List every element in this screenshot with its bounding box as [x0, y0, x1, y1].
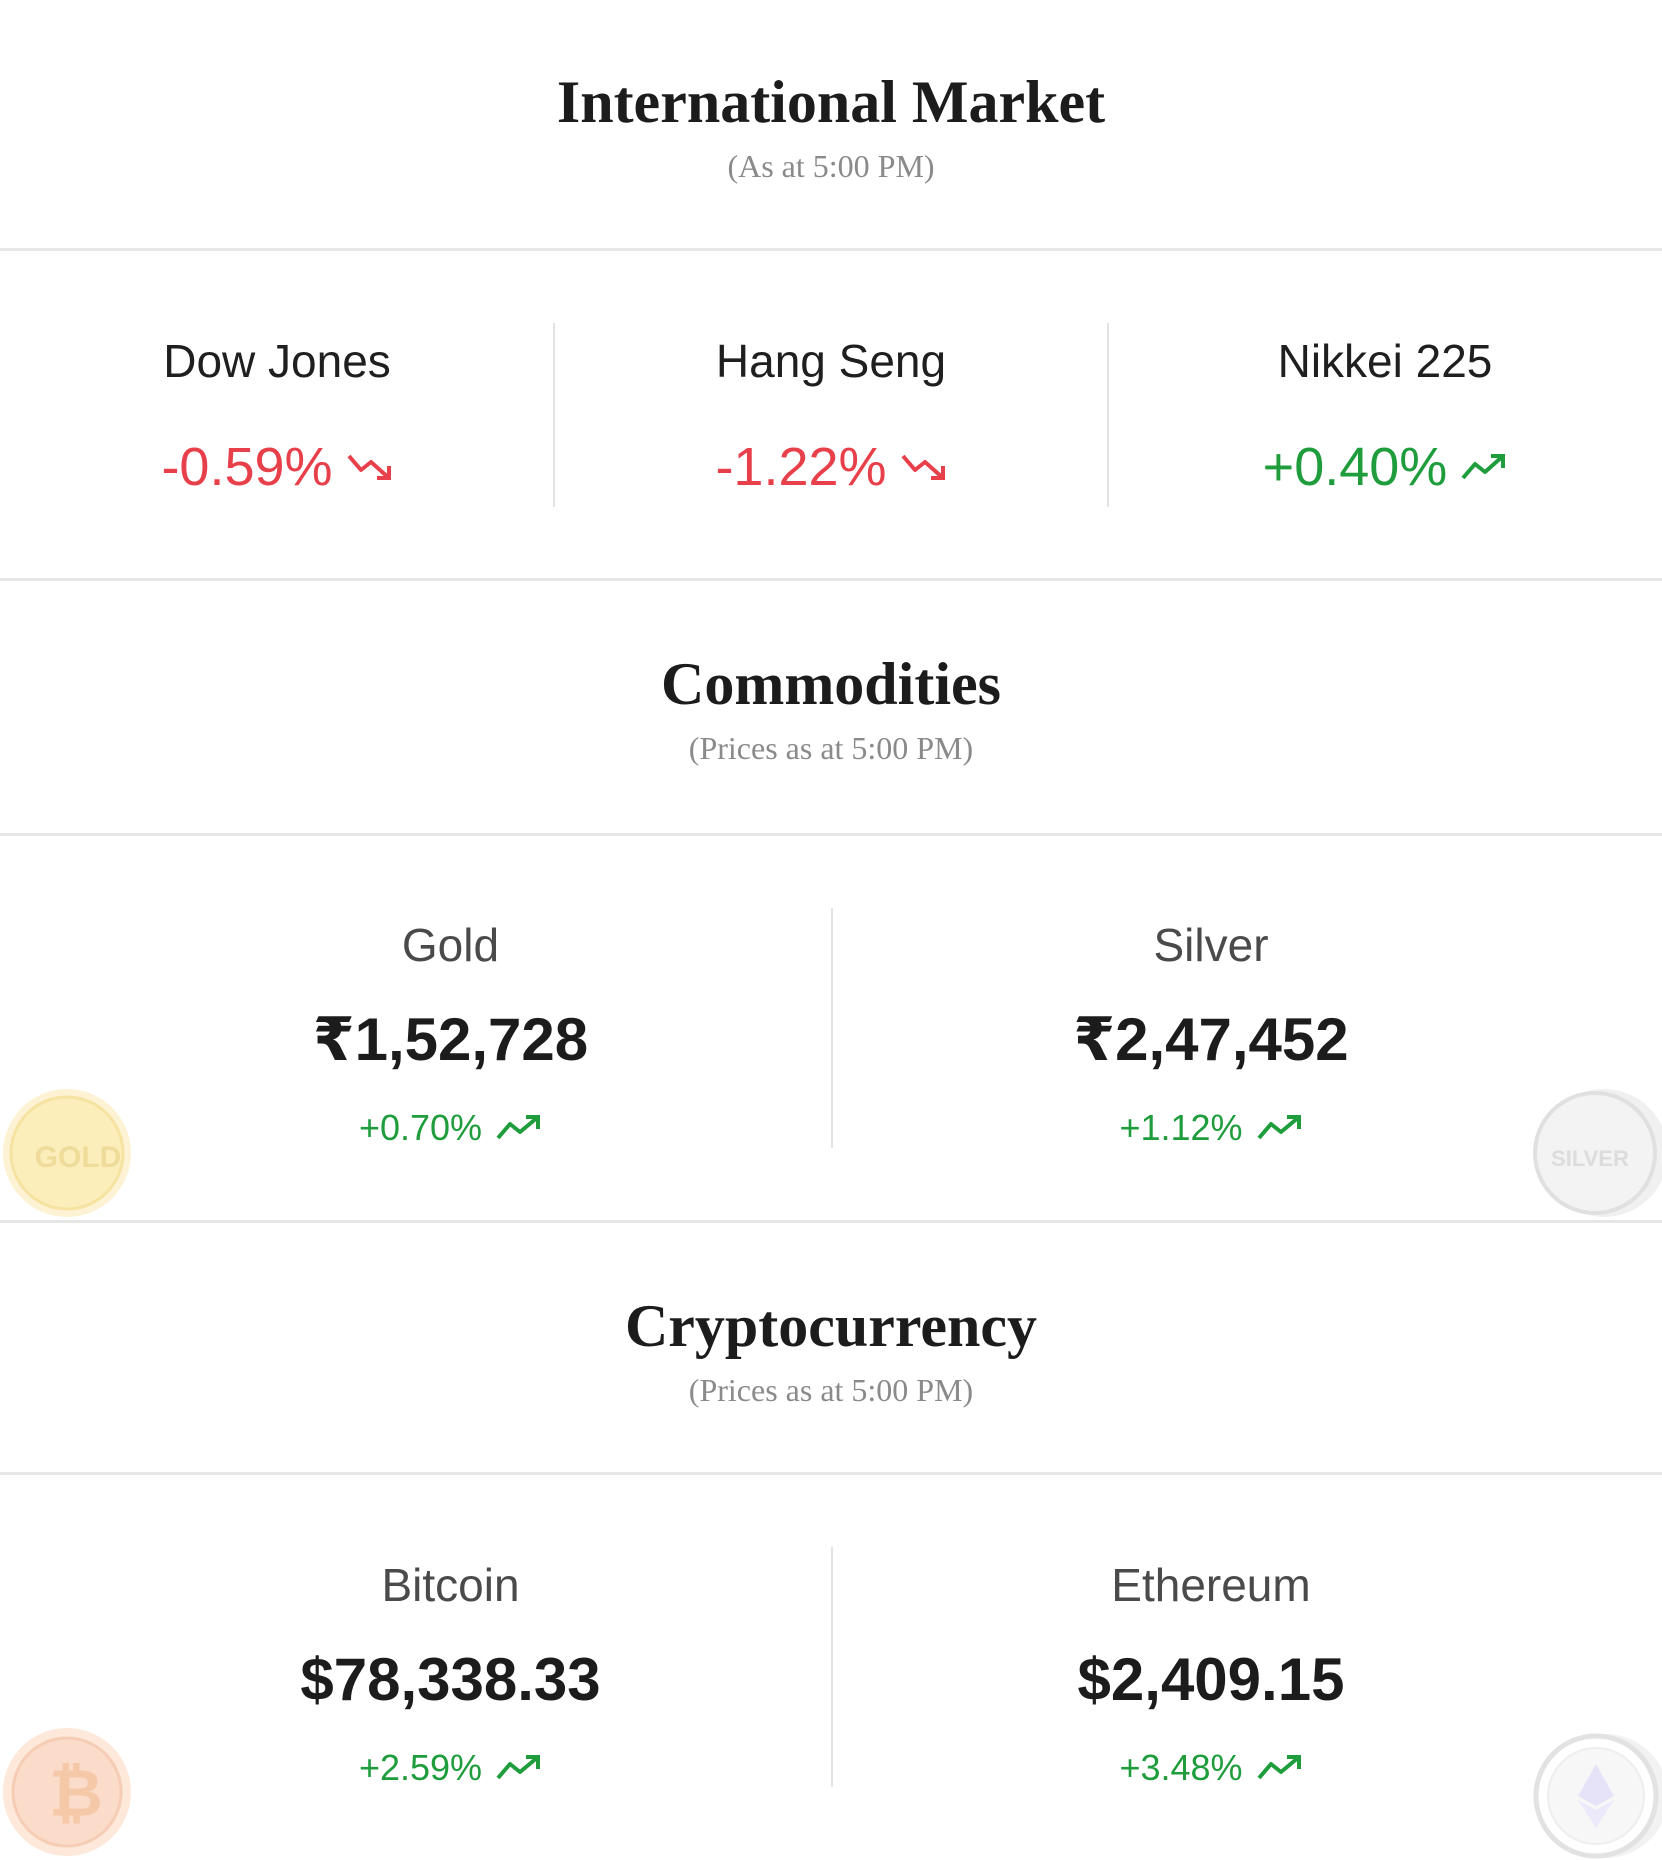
international-subtitle: (As at 5:00 PM)	[727, 148, 935, 184]
commodity-gold[interactable]: Gold ₹1,52,728 +0.70%	[0, 922, 901, 1146]
index-dow-jones[interactable]: Dow Jones -0.59%	[0, 338, 554, 494]
divider	[0, 1220, 1662, 1223]
index-name: Nikkei 225	[1277, 335, 1493, 387]
index-change: +0.40%	[1263, 440, 1508, 494]
silver-coin-icon: SILVER	[1533, 1089, 1662, 1217]
international-header: International Market (As at 5:00 PM)	[0, 72, 1662, 185]
asset-price: ₹2,47,452	[1073, 1006, 1349, 1073]
index-name: Dow Jones	[163, 335, 391, 387]
trend-up-icon	[1461, 454, 1506, 480]
trend-up-icon	[496, 1115, 541, 1140]
asset-price: $78,338.33	[300, 1646, 601, 1713]
index-hang-seng[interactable]: Hang Seng -1.22%	[554, 338, 1108, 494]
asset-name: Ethereum	[1111, 1559, 1311, 1611]
asset-change: +1.12%	[1119, 1110, 1302, 1146]
asset-change: +2.59%	[359, 1750, 542, 1786]
ethereum-coin-icon	[1533, 1733, 1662, 1859]
bitcoin-coin-icon: ₿	[3, 1728, 131, 1856]
asset-price: ₹1,52,728	[312, 1006, 589, 1073]
gold-coin-icon: GOLD	[3, 1089, 131, 1217]
index-nikkei-225[interactable]: Nikkei 225 +0.40%	[1108, 338, 1662, 494]
asset-change: +0.70%	[359, 1110, 542, 1146]
divider	[0, 248, 1662, 251]
crypto-subtitle: (Prices as at 5:00 PM)	[688, 1372, 974, 1408]
column-divider	[831, 1547, 833, 1787]
asset-name: Gold	[401, 919, 500, 971]
commodities-subtitle: (Prices as at 5:00 PM)	[688, 730, 974, 766]
divider	[0, 578, 1662, 581]
crypto-bitcoin[interactable]: Bitcoin $78,338.33 +2.59%	[0, 1562, 901, 1786]
svg-text:SILVER: SILVER	[1551, 1146, 1629, 1171]
index-name: Hang Seng	[715, 335, 947, 387]
crypto-header: Cryptocurrency (Prices as at 5:00 PM)	[0, 1296, 1662, 1409]
commodities-title: Commodities	[661, 651, 1001, 717]
svg-text:GOLD: GOLD	[35, 1141, 122, 1174]
trend-up-icon	[1257, 1115, 1301, 1140]
crypto-ethereum[interactable]: Ethereum $2,409.15 +3.48%	[831, 1562, 1591, 1786]
trend-up-icon	[496, 1755, 541, 1780]
trend-up-icon	[1257, 1755, 1301, 1780]
asset-name: Silver	[1153, 919, 1269, 971]
commodity-silver[interactable]: Silver ₹2,47,452 +1.12%	[831, 922, 1591, 1146]
asset-name: Bitcoin	[381, 1559, 520, 1611]
asset-price: $2,409.15	[1077, 1646, 1345, 1713]
asset-change: +3.48%	[1119, 1750, 1302, 1786]
crypto-title: Cryptocurrency	[624, 1293, 1038, 1359]
divider	[0, 833, 1662, 836]
commodities-header: Commodities (Prices as at 5:00 PM)	[0, 654, 1662, 767]
column-divider	[831, 908, 833, 1148]
divider	[0, 1472, 1662, 1475]
svg-text:₿: ₿	[49, 1755, 103, 1832]
column-divider	[1107, 323, 1109, 507]
index-change: -1.22%	[715, 440, 946, 494]
international-title: International Market	[556, 69, 1106, 135]
index-change: -0.59%	[161, 440, 392, 494]
column-divider	[553, 323, 555, 507]
trend-down-icon	[901, 454, 945, 480]
trend-down-icon	[347, 454, 391, 480]
